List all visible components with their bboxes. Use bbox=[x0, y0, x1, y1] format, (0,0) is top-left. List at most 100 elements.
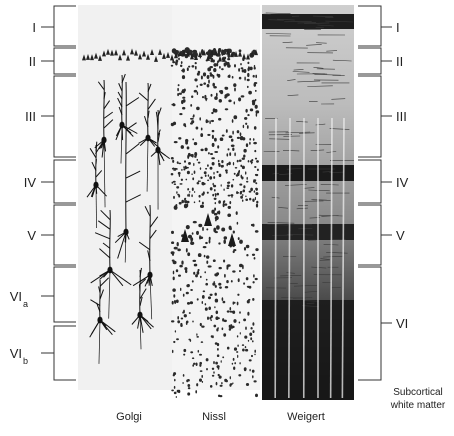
nissl-cell bbox=[184, 160, 186, 163]
nissl-cell bbox=[227, 184, 230, 187]
nissl-cell bbox=[177, 249, 181, 252]
nissl-cell bbox=[194, 156, 197, 158]
nissl-cell bbox=[194, 90, 197, 93]
nissl-cell bbox=[194, 201, 196, 203]
nissl-cell bbox=[231, 139, 234, 142]
nissl-cell bbox=[172, 48, 177, 53]
nissl-cell bbox=[171, 231, 174, 234]
nissl-cell bbox=[199, 180, 200, 182]
nissl-cell bbox=[208, 152, 210, 154]
nissl-cell bbox=[247, 312, 249, 316]
nissl-cell bbox=[203, 290, 205, 292]
nissl-cell bbox=[187, 188, 189, 190]
nissl-cell bbox=[185, 125, 187, 127]
nissl-cell bbox=[221, 49, 223, 55]
nissl-cell bbox=[183, 99, 186, 103]
nissl-cell bbox=[222, 134, 225, 136]
nissl-cell bbox=[196, 333, 197, 336]
nissl-cell bbox=[247, 125, 249, 129]
nissl-cell bbox=[193, 363, 196, 365]
nissl-cell bbox=[232, 382, 233, 384]
nissl-cell bbox=[213, 75, 215, 79]
nissl-cell bbox=[198, 180, 200, 182]
nissl-cell bbox=[240, 63, 242, 65]
nissl-cell bbox=[197, 298, 199, 300]
nissl-cell bbox=[218, 164, 220, 167]
nissl-cell bbox=[191, 194, 193, 197]
nissl-cell bbox=[212, 283, 215, 286]
nissl-cell bbox=[249, 142, 251, 145]
nissl-cell bbox=[221, 160, 223, 163]
nissl-cell bbox=[229, 152, 231, 156]
nissl-cell bbox=[206, 368, 208, 370]
nissl-cell bbox=[178, 137, 181, 139]
nissl-cell bbox=[214, 198, 217, 200]
nissl-cell bbox=[239, 264, 243, 268]
nissl-cell bbox=[215, 342, 218, 345]
nissl-cell bbox=[246, 143, 248, 147]
nissl-cell bbox=[238, 171, 239, 173]
nissl-cell bbox=[214, 96, 218, 100]
nissl-cell bbox=[181, 318, 184, 320]
nissl-cell bbox=[221, 184, 222, 186]
nissl-cell bbox=[183, 294, 185, 297]
nissl-cell bbox=[171, 65, 174, 67]
nissl-cell bbox=[219, 66, 221, 69]
nissl-cell bbox=[250, 337, 252, 340]
nissl-cell bbox=[245, 349, 248, 352]
nissl-cell bbox=[216, 225, 220, 229]
nissl-cell bbox=[191, 241, 193, 245]
nissl-cell bbox=[255, 248, 258, 251]
nissl-cell bbox=[234, 362, 236, 364]
nissl-cell bbox=[194, 264, 198, 267]
nissl-cell bbox=[191, 120, 194, 123]
nissl-cell bbox=[191, 95, 193, 98]
nissl-cell bbox=[255, 182, 257, 184]
nissl-panel bbox=[172, 5, 260, 390]
nissl-cell bbox=[213, 325, 216, 328]
nissl-cell bbox=[214, 293, 216, 296]
nissl-cell bbox=[203, 191, 205, 194]
left-label-v: V bbox=[27, 228, 36, 243]
nissl-cell bbox=[182, 107, 185, 110]
nissl-cell bbox=[211, 335, 213, 337]
nissl-cell bbox=[210, 167, 213, 170]
nissl-cell bbox=[240, 192, 242, 195]
nissl-cell bbox=[176, 191, 177, 194]
nissl-cell bbox=[174, 300, 176, 303]
nissl-cell bbox=[209, 176, 212, 180]
nissl-cell bbox=[212, 130, 215, 132]
nissl-cell bbox=[196, 231, 199, 235]
nissl-cell bbox=[193, 115, 195, 117]
nissl-cell bbox=[219, 99, 222, 103]
nissl-cell bbox=[234, 101, 236, 104]
nissl-cell bbox=[233, 115, 237, 119]
nissl-cell bbox=[252, 102, 255, 105]
nissl-cell bbox=[188, 387, 191, 389]
nissl-cell bbox=[239, 322, 241, 324]
nissl-cell bbox=[172, 259, 175, 261]
nissl-cell bbox=[235, 167, 238, 169]
nissl-cell bbox=[210, 294, 213, 296]
nissl-cell bbox=[213, 108, 216, 112]
nissl-cell bbox=[249, 138, 251, 141]
white-matter-label: white matter bbox=[390, 400, 446, 411]
nissl-cell bbox=[171, 389, 174, 391]
nissl-cell bbox=[239, 77, 242, 80]
nissl-cell bbox=[234, 88, 236, 92]
nissl-cell bbox=[187, 67, 189, 71]
nissl-cell bbox=[218, 118, 221, 121]
nissl-cell bbox=[202, 301, 203, 304]
nissl-cell bbox=[186, 225, 190, 229]
nissl-cell bbox=[200, 167, 201, 170]
nissl-cell bbox=[174, 379, 176, 382]
nissl-cell bbox=[248, 340, 249, 342]
nissl-cell bbox=[232, 363, 234, 365]
nissl-cell bbox=[195, 390, 197, 393]
nissl-cell bbox=[180, 288, 181, 291]
nissl-cell bbox=[249, 198, 251, 201]
nissl-cell bbox=[198, 350, 200, 353]
nissl-cell bbox=[211, 210, 214, 214]
nissl-cell bbox=[227, 347, 230, 350]
nissl-cell bbox=[254, 350, 256, 353]
